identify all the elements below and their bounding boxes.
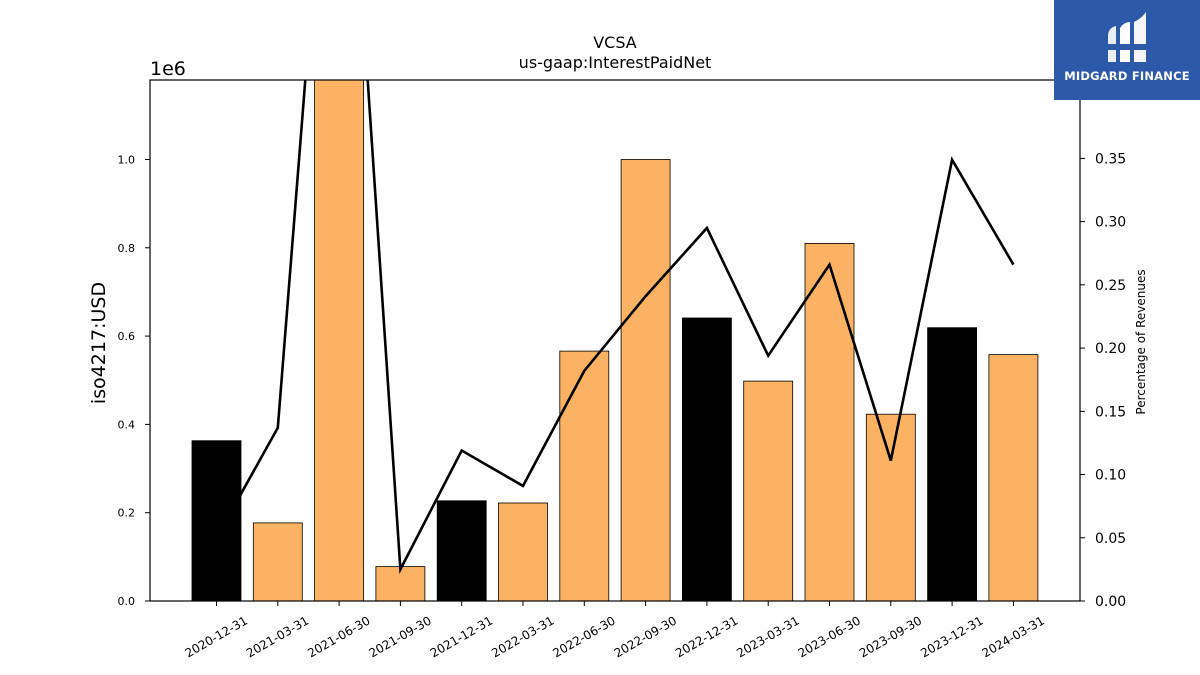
y-tick-label: 0.4	[118, 418, 136, 431]
bar-2020-12-31	[191, 440, 242, 602]
x-tick-label: 2020-12-31	[183, 613, 250, 660]
x-tick-label: 2022-09-30	[612, 613, 679, 660]
bar-2022-03-31	[498, 502, 548, 602]
y-tick-label: 0.2	[118, 507, 136, 520]
logo-text: MIDGARD FINANCE	[1064, 69, 1190, 83]
x-tick-label: 2023-12-31	[918, 613, 985, 660]
y2-tick-label: 0.05	[1095, 531, 1126, 547]
bar-2022-09-30	[620, 159, 671, 602]
y2-axis-ticks: 0.00 0.05 0.10 0.15 0.20 0.25 0.30 0.35	[1080, 151, 1126, 610]
x-tick-label: 2022-06-30	[550, 613, 617, 660]
midgard-finance-logo: MIDGARD FINANCE	[1054, 0, 1200, 100]
line-group	[215, 80, 1015, 575]
x-tick-label: 2022-03-31	[489, 613, 556, 660]
chart-title: VCSA	[593, 33, 637, 52]
y2-tick-label: 0.10	[1095, 468, 1126, 484]
bar-2021-03-31	[252, 522, 303, 602]
bar-2024-03-31	[988, 354, 1039, 602]
y2-tick-label: 0.30	[1095, 215, 1126, 231]
y2-axis-label: Percentage of Revenues	[1134, 269, 1148, 414]
x-tick-label: 2024-03-31	[979, 613, 1046, 660]
y2-tick-label: 0.25	[1095, 278, 1126, 294]
x-axis-ticks: 2020-12-312021-03-312021-06-302021-09-30…	[183, 601, 1047, 660]
y2-tick-label: 0.00	[1095, 594, 1126, 610]
bar-2022-12-31	[682, 317, 732, 602]
bar-2023-09-30	[865, 413, 916, 602]
y-tick-label: 0.0	[118, 595, 136, 608]
x-tick-label: 2023-09-30	[857, 613, 924, 660]
y-tick-label: 0.6	[118, 330, 136, 343]
x-tick-label: 2022-12-31	[673, 613, 740, 660]
bar-2023-12-31	[927, 327, 977, 602]
y-tick-label: 0.8	[118, 242, 136, 255]
x-tick-label: 2023-06-30	[796, 613, 863, 660]
x-tick-label: 2021-03-31	[244, 613, 311, 660]
y-tick-label: 1.0	[118, 153, 136, 166]
x-tick-label: 2021-06-30	[305, 613, 372, 660]
y2-tick-label: 0.35	[1095, 151, 1126, 167]
bar-2023-06-30	[804, 242, 855, 602]
plot-frame	[149, 79, 1081, 602]
x-tick-label: 2023-03-31	[734, 613, 801, 660]
x-tick-label: 2021-09-30	[366, 613, 433, 660]
bars-group	[191, 79, 1039, 602]
bar-2021-06-30	[314, 79, 365, 602]
bar-2021-12-31	[436, 500, 487, 602]
bar-2022-06-30	[559, 350, 610, 602]
bar-2021-09-30	[375, 566, 426, 602]
midgard-logo-icon	[1108, 12, 1146, 62]
y-axis-ticks: 0.0 0.2 0.4 0.6 0.8 1.0	[118, 153, 150, 608]
y-axis-label: iso4217:USD	[88, 282, 110, 404]
bar-2023-03-31	[743, 380, 794, 602]
y2-tick-label: 0.15	[1095, 404, 1126, 420]
y-offset-label: 1e6	[150, 58, 186, 80]
percentage-of-revenues-line	[215, 80, 1015, 575]
y2-tick-label: 0.20	[1095, 341, 1126, 357]
chart-subtitle: us-gaap:InterestPaidNet	[519, 53, 712, 72]
x-tick-label: 2021-12-31	[428, 613, 495, 660]
